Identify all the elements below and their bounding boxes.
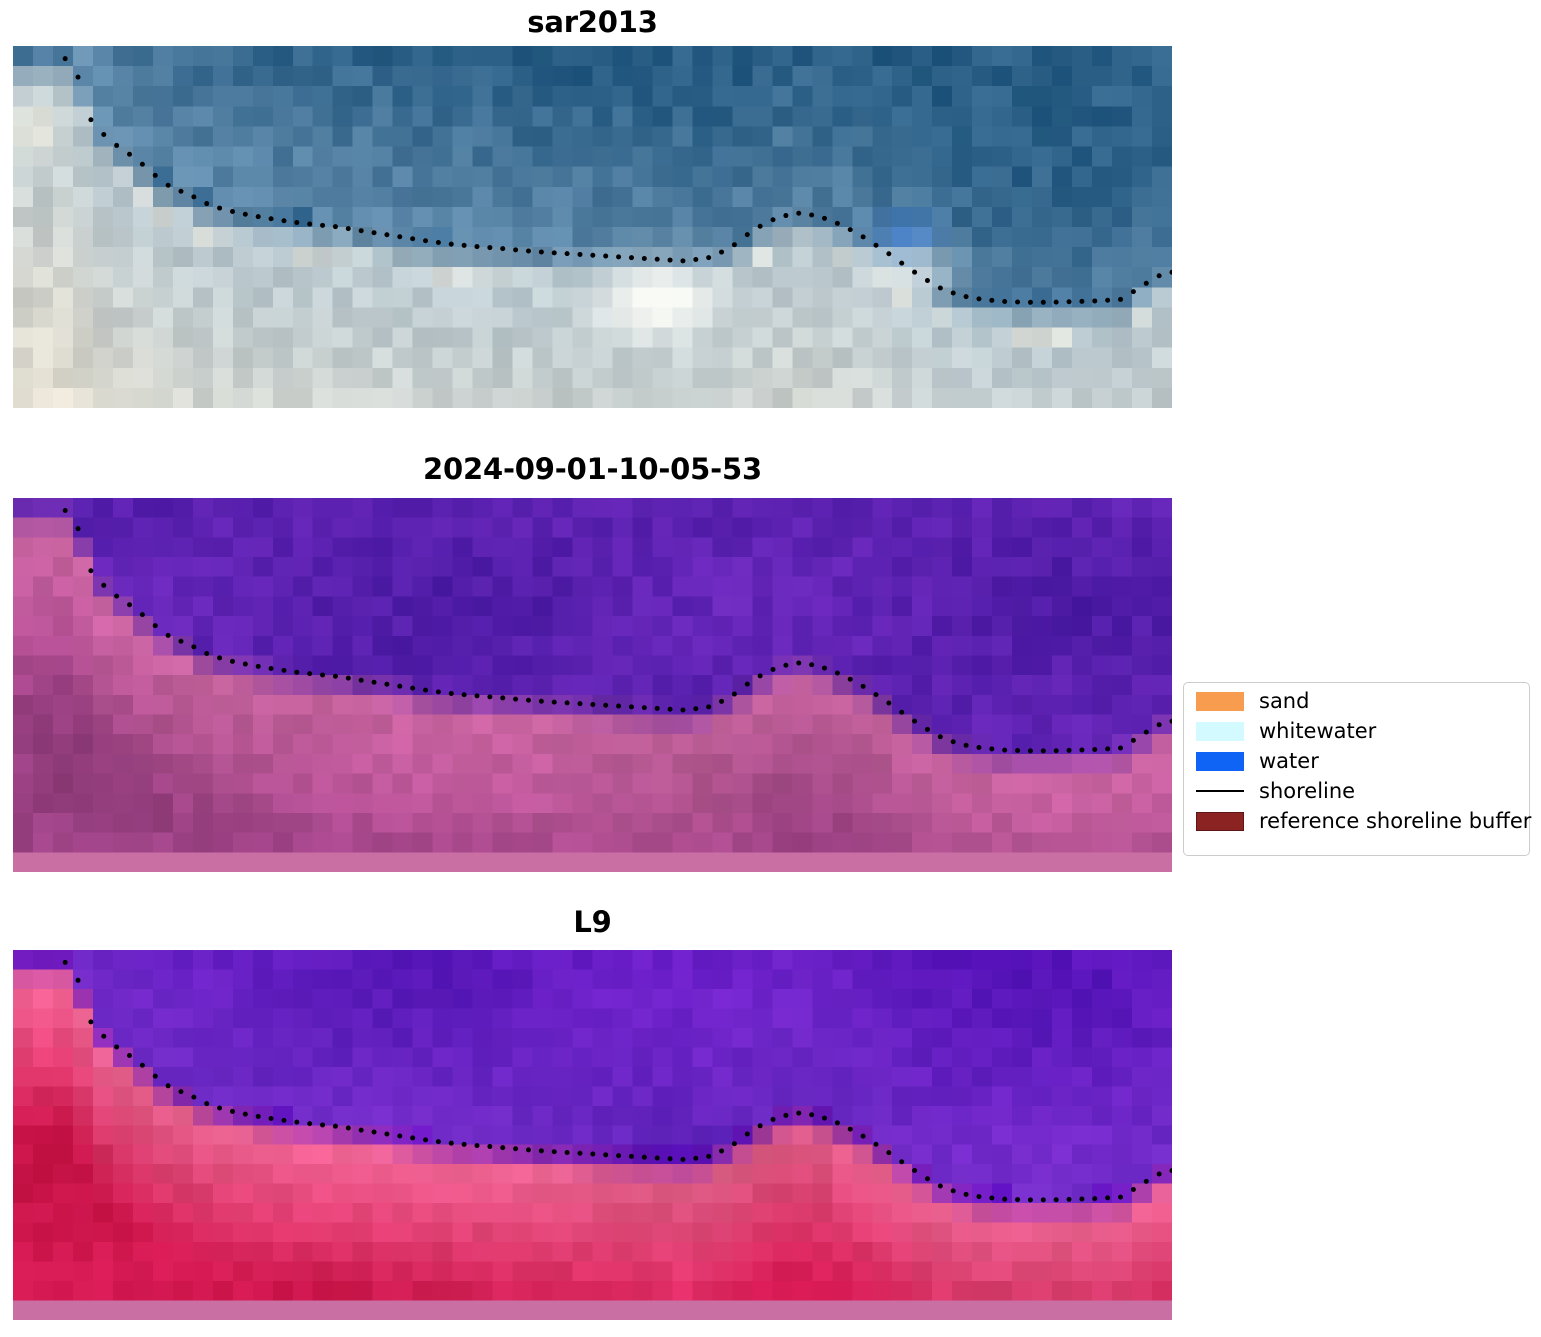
legend-label: water [1259, 748, 1319, 773]
legend-swatch-icon [1196, 811, 1244, 831]
panel-image-l9 [13, 950, 1172, 1320]
legend-label: sand [1259, 688, 1310, 713]
panel-title-date: 2024-09-01-10-05-53 [423, 452, 762, 486]
shoreline-line-icon [1196, 782, 1244, 801]
legend-swatch-icon [1196, 751, 1244, 771]
legend-box: sand whitewater water shoreline reference sh… [1183, 682, 1531, 856]
legend-label: shoreline [1259, 778, 1356, 803]
legend-label: reference shoreline buffer [1259, 808, 1532, 833]
panel-title-sar2013: sar2013 [527, 5, 658, 39]
legend-swatch-icon [1196, 691, 1244, 711]
legend-item-shoreline: shoreline [1196, 776, 1355, 806]
panel-image-classified [13, 498, 1172, 872]
panel-image-sar2013 [13, 46, 1172, 408]
legend-item-water: water [1196, 746, 1319, 776]
legend-item-whitewater: whitewater [1196, 716, 1376, 746]
panel-title-l9: L9 [573, 905, 612, 939]
legend-item-sand: sand [1196, 686, 1309, 716]
legend-item-reference-shoreline-buffer: reference shoreline buffer [1196, 806, 1531, 836]
legend-label: whitewater [1259, 718, 1377, 743]
legend-swatch-icon [1196, 721, 1244, 741]
